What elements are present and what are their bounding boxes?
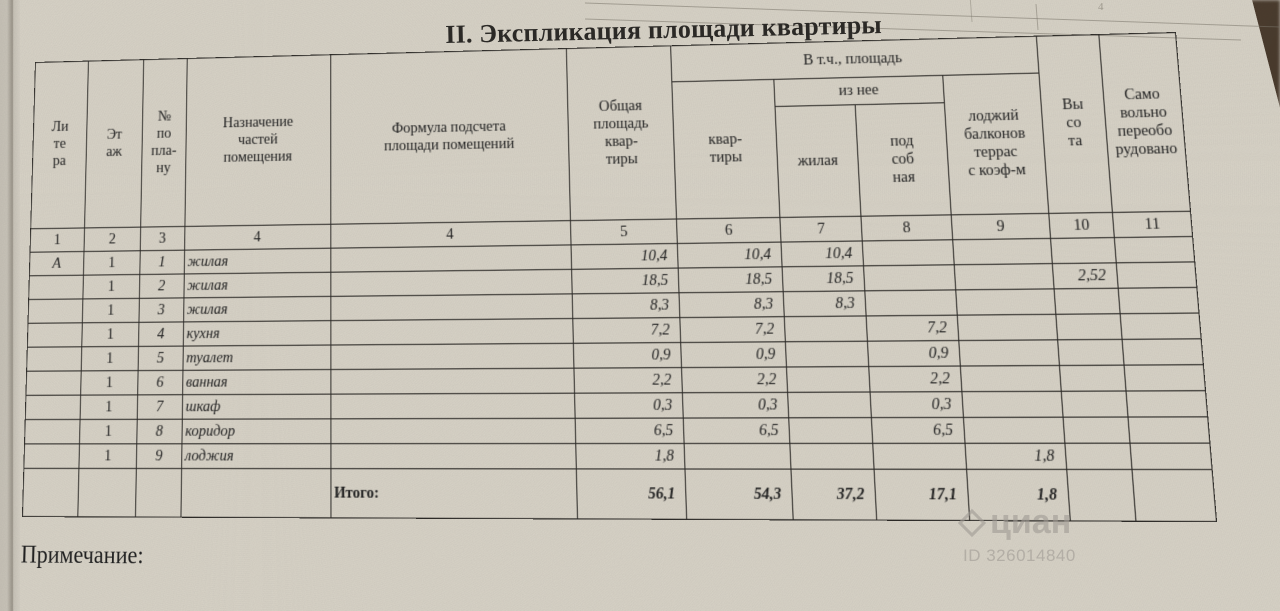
svg-text:4: 4 [1098, 1, 1104, 13]
